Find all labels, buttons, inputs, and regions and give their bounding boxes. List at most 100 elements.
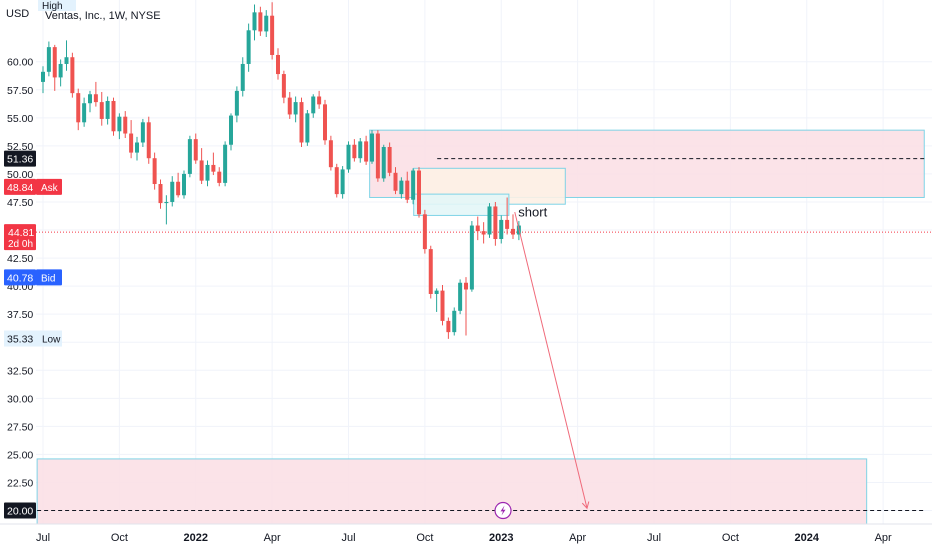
candle-body (393, 172, 398, 191)
candle-body (135, 142, 139, 153)
x-tick-label: Apr (569, 532, 586, 544)
low-label: Low (42, 335, 61, 346)
x-tick-label: Jul (341, 532, 355, 544)
candle-body (217, 171, 222, 183)
lightning-icon (494, 501, 512, 520)
candle-body (499, 219, 504, 239)
x-axis-bg (0, 524, 932, 550)
candle-body (64, 57, 69, 64)
candle-body (458, 282, 463, 311)
candle-body (129, 133, 134, 153)
candle-body (299, 102, 304, 143)
zone-entry-small (413, 193, 510, 216)
candle-body (346, 144, 351, 170)
candle-body (411, 170, 416, 200)
y-tick-label: 42.50 (7, 253, 33, 265)
badge-box (4, 269, 36, 286)
badge-value: 40.78 (7, 272, 33, 284)
candle-body (93, 94, 98, 103)
candle-body (146, 122, 151, 159)
candle-body (140, 122, 145, 143)
badge-value: 44.81 (8, 227, 34, 239)
candle-body (387, 146, 392, 173)
y-tick-label: 22.50 (7, 477, 33, 489)
annotation-short: short (518, 205, 547, 220)
y-tick-label: 50.00 (7, 169, 33, 181)
y-tick-label: 32.50 (7, 365, 33, 377)
price-badge-level: 20.00 (4, 502, 36, 519)
candle-body (52, 47, 57, 78)
candle-body (511, 228, 515, 235)
badge-label: 2d 0h (8, 239, 33, 250)
low-badge: 35.33 Low (4, 330, 62, 347)
candle-body (170, 181, 175, 202)
candle-body (487, 206, 492, 235)
candle-body (281, 74, 286, 98)
candle-body (234, 90, 239, 116)
candle-body (505, 219, 510, 229)
candle-body (334, 167, 339, 195)
candle-body (270, 15, 275, 55)
x-tick-label: Oct (111, 532, 128, 544)
candle-body (305, 113, 310, 143)
candle-body (76, 93, 81, 123)
x-tick-label: 2024 (795, 532, 820, 544)
y-tick-label: 47.50 (7, 197, 33, 209)
high-badge: High (38, 0, 76, 12)
candle-body (276, 54, 280, 75)
arrow-head (581, 501, 590, 510)
candle-body (205, 164, 210, 181)
candle-body (446, 320, 451, 333)
candle-body (105, 100, 110, 119)
candle-body (358, 141, 363, 159)
x-tick-label: Jul (36, 532, 50, 544)
candle-body (340, 169, 345, 195)
badge-label: Ask (41, 183, 59, 194)
candle-body (199, 160, 204, 181)
badge-box (4, 178, 36, 195)
candle-body (440, 290, 445, 321)
candle-body (82, 103, 87, 123)
chart-grid (36, 0, 932, 524)
candle-body (240, 63, 245, 91)
candle-body (70, 57, 75, 94)
candle-body (323, 104, 327, 141)
y-tick-label: 55.00 (7, 113, 33, 125)
candle-body (381, 146, 386, 179)
x-tick-label: Jul (647, 532, 661, 544)
candle-body (375, 133, 380, 179)
price-badge-level: 51.36 (4, 150, 36, 167)
candle-body (46, 47, 51, 72)
candle-body (246, 30, 251, 64)
x-tick-label: Apr (875, 532, 892, 544)
candle-body (223, 144, 228, 183)
candle-body (158, 184, 163, 204)
candle-body (287, 97, 292, 115)
candle-body (176, 181, 181, 196)
y-tick-label: 27.50 (7, 421, 33, 433)
badge-box (4, 150, 36, 167)
badge-value: 48.84 (7, 182, 33, 194)
y-tick-label: 25.00 (7, 449, 33, 461)
candle-body (464, 282, 468, 290)
x-tick-label: 2023 (489, 532, 513, 544)
candle-body (364, 141, 369, 162)
candle-body (422, 214, 427, 250)
projection-arrow (514, 211, 588, 509)
y-tick-label: 37.50 (7, 309, 33, 321)
badge-box (4, 502, 36, 519)
currency-label: USD (6, 8, 29, 20)
price-badge-bid: 40.78 Bid (4, 269, 62, 286)
chart-drawings: short (494, 205, 590, 520)
candle-body (123, 116, 128, 134)
badge-label: Bid (41, 273, 55, 284)
symbol-title: Ventas, Inc., 1W, NYSE (45, 10, 161, 22)
candle-body (88, 94, 92, 104)
candle-body (370, 133, 374, 162)
candle-body (182, 173, 186, 196)
candle-body (99, 102, 104, 119)
candle-body (328, 140, 333, 168)
